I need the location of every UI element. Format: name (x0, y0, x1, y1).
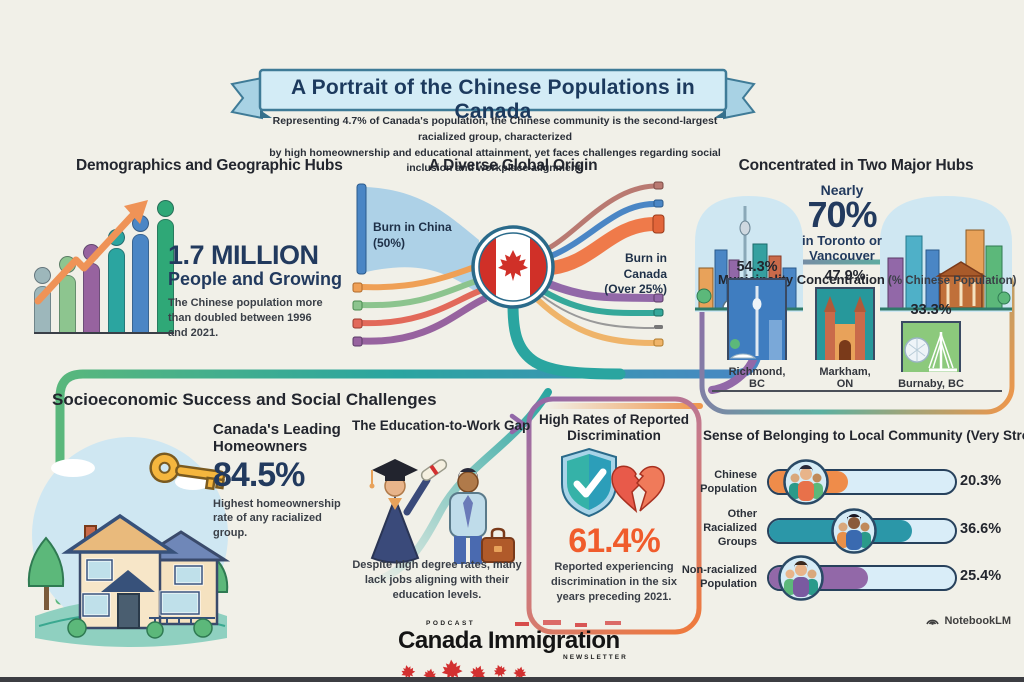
homeowners-caption: Highest homeownership rate of any racial… (213, 497, 341, 540)
house-illustration (27, 437, 231, 647)
chevron-right-icon (509, 413, 526, 435)
homeowners-block: Canada's Leading Homeowners 84.5% Highes… (213, 421, 343, 541)
municipality-bar-burnaby: 33.3% Burnaby, BC (896, 302, 966, 390)
hubs-location: in Toronto or Vancouver (802, 233, 882, 264)
municipality-label: Richmond, BC (728, 366, 786, 390)
house-body (61, 513, 231, 639)
population-caption: The Chinese population more than doubled… (168, 296, 330, 341)
municipality-heading-note: (% Chinese Population) (884, 275, 1017, 287)
people-group-icon (831, 508, 877, 554)
belonging-label-other: Other Racialized Groups (703, 508, 757, 548)
discrimination-title: High Rates of Reported Discrimination (538, 412, 689, 444)
population-stat: 1.7 MILLION (168, 240, 319, 270)
sankey-down-flow (507, 299, 626, 380)
brand-top: PODCAST (426, 620, 476, 627)
municipality-label: Markham, ON (819, 366, 871, 390)
bar-richmond (727, 278, 787, 360)
education-title: The Education-to-Work Gap (352, 418, 531, 433)
municipality-value: 47.9% (824, 268, 866, 284)
municipality-bar-markham: 47.9% Markham, ON (810, 268, 880, 390)
attribution-text: NotebookLM (944, 615, 1012, 627)
bar-markham (815, 287, 875, 360)
canada-flag-icon (471, 225, 555, 309)
belonging-heading: Sense of Belonging to Local Community (V… (703, 428, 1024, 443)
municipality-value: 33.3% (910, 302, 952, 318)
education-illustration (369, 459, 515, 564)
municipality-label: Burnaby, BC (898, 378, 964, 390)
person-bar (107, 229, 125, 332)
demographics-heading: Demographics and Geographic Hubs (76, 157, 343, 174)
broken-heart-icon (611, 465, 665, 514)
key-icon (149, 452, 226, 491)
people-group-icon (778, 555, 824, 601)
discrimination-panel-border (526, 396, 702, 635)
education-caption: Despite high degree rates, many lack job… (352, 559, 522, 601)
briefcase-icon (481, 527, 515, 563)
person-bar (83, 244, 101, 332)
belonging-value-nonracialized: 25.4% (960, 568, 1002, 584)
brand-sub: NEWSLETTER (563, 654, 628, 661)
municipality-baseline (712, 390, 1002, 392)
vancouver-skyline-icon (880, 196, 1012, 312)
municipality-panel-border (699, 259, 1015, 415)
discrimination-stat: 61.4% (568, 522, 660, 560)
markham-city-art (824, 296, 866, 360)
population-growth-bars (34, 188, 174, 334)
red-smudge-marks (515, 620, 621, 627)
brand-main: Canada Immigration (398, 627, 620, 654)
demographics-stat-block: 1.7 MILLION People and Growing The Chine… (168, 240, 343, 341)
worker-icon (449, 468, 515, 564)
population-stat-sub: People and Growing (168, 269, 343, 289)
person-bar (34, 267, 51, 332)
discrimination-icons (561, 447, 665, 518)
person-bar (132, 215, 150, 332)
belonging-value-chinese: 20.3% (960, 473, 1002, 489)
belonging-label-nonracialized: Non-racialized Population (681, 564, 757, 590)
bottom-edge-strip (0, 677, 1024, 682)
subtitle: Representing 4.7% of Canada's population… (269, 115, 721, 175)
person-bar (58, 256, 76, 332)
hubs-nearly: Nearly (820, 182, 864, 198)
caption-bold: more than doubled (168, 297, 323, 324)
hubs-heading: Concentrated in Two Major Hubs (738, 157, 974, 174)
origin-heading: A Diverse Global Origin (428, 157, 598, 174)
homeowners-stat: 84.5% (213, 455, 305, 494)
belonging-value-other: 36.6% (960, 521, 1002, 537)
origin-sankey (352, 181, 665, 347)
socio-heading: Socioeconomic Success and Social Challen… (52, 390, 437, 409)
hubs-stat-block: Nearly 70% in Toronto or Vancouver (782, 182, 902, 264)
bar-burnaby (901, 321, 961, 372)
richmond-city-art (729, 286, 782, 360)
origin-right-label: Burn in Canada (Over 25%) (604, 251, 667, 297)
burnaby-city-art (904, 332, 957, 372)
homeowners-title: Canada's Leading Homeowners (213, 421, 341, 456)
notebooklm-icon (926, 619, 939, 625)
person-bar (156, 200, 174, 332)
municipality-value: 54.3% (736, 259, 778, 275)
caption-post: between 1996 and 2021. (168, 311, 312, 339)
origin-left-label: Burn in China (50%) (373, 220, 452, 250)
belonging-label-chinese: Chinese Population (700, 469, 757, 495)
shield-check-icon (561, 447, 617, 518)
title-ribbon (230, 68, 756, 120)
attribution-block: NotebookLM (925, 611, 1011, 629)
people-group-icon (783, 459, 829, 505)
page-title: A Portrait of the Chinese Populations in… (291, 76, 695, 123)
hubs-stat: 70% (807, 194, 877, 235)
municipality-heading: Municipality Concentration (% Chinese Po… (718, 271, 1016, 289)
graduate-icon (369, 459, 448, 564)
population-growth-chart (28, 188, 180, 334)
discrimination-caption: Reported experiencing discrimination in … (551, 561, 677, 603)
municipality-bar-richmond: 54.3% Richmond, BC (722, 259, 792, 390)
caption-pre: The Chinese population (168, 297, 296, 309)
